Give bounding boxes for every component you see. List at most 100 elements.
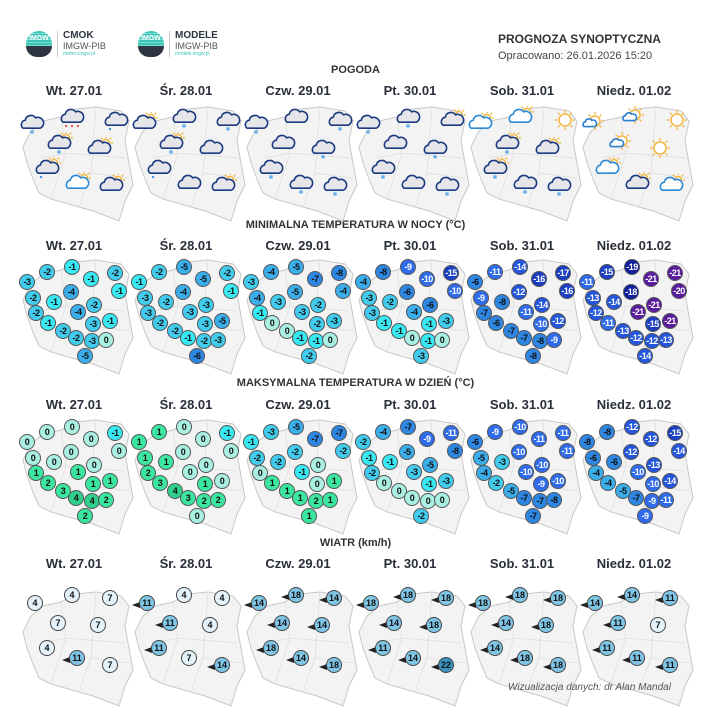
tmax-station: -15 bbox=[667, 425, 683, 441]
tmax-station: -5 bbox=[422, 457, 438, 473]
tmin-station: -2 bbox=[382, 294, 398, 310]
tmax-station: -2 bbox=[355, 434, 371, 450]
tmin-station: -11 bbox=[518, 304, 534, 320]
tmax-station: -9 bbox=[637, 508, 653, 524]
svg-text:✱: ✱ bbox=[380, 174, 385, 181]
logo-url[interactable]: meteo.imgw.pl bbox=[63, 51, 95, 57]
wind-station: 4 bbox=[27, 595, 43, 611]
tmax-station: -10 bbox=[518, 464, 534, 480]
tmin-station: -9 bbox=[400, 259, 416, 275]
day-label: Wt. 27.01 bbox=[45, 397, 103, 412]
wind-station: 18 bbox=[326, 657, 342, 673]
tmin-station: -4 bbox=[355, 274, 371, 290]
tmin-station: -14 bbox=[606, 294, 622, 310]
svg-text:✱: ✱ bbox=[225, 126, 230, 133]
tmin-station: -3 bbox=[140, 305, 156, 321]
tmin-station: -4 bbox=[335, 283, 351, 299]
overcast-snow-icon: ✱ bbox=[259, 157, 285, 181]
tmin-station: -15 bbox=[645, 316, 661, 332]
sun-icon bbox=[552, 109, 578, 131]
tmin-station: -1 bbox=[102, 313, 118, 329]
tmax-station: -11 bbox=[559, 443, 575, 459]
wind-station: 18 bbox=[550, 657, 566, 673]
tmin-station: -5 bbox=[287, 284, 303, 300]
svg-text:✱: ✱ bbox=[444, 191, 449, 198]
tmin-station: 0 bbox=[434, 332, 450, 348]
tmax-station: -11 bbox=[658, 492, 674, 508]
tmin-station: -1 bbox=[292, 330, 308, 346]
tmin-station: -16 bbox=[531, 271, 547, 287]
wind-station: 14 bbox=[251, 595, 267, 611]
day-label: Niedz. 01.02 bbox=[596, 83, 672, 98]
tmax-station: 0 bbox=[25, 450, 41, 466]
tmin-station: -10 bbox=[419, 271, 435, 287]
tmax-station: -12 bbox=[643, 431, 659, 447]
tmax-station: -3 bbox=[438, 473, 454, 489]
tmin-station: -1 bbox=[180, 330, 196, 346]
logo-cmok[interactable]: IMGW CMOK IMGW-PIB meteo.imgw.pl bbox=[26, 30, 106, 58]
tmax-station: -6 bbox=[606, 454, 622, 470]
overcast-icon bbox=[383, 132, 409, 154]
day-label: Sob. 31.01 bbox=[489, 397, 555, 412]
tmax-station: -1 bbox=[421, 476, 437, 492]
poland-outline bbox=[134, 106, 246, 222]
cloud-sun-icon bbox=[132, 110, 159, 134]
tmin-station: 0 bbox=[264, 315, 280, 331]
tmin-station: -2 bbox=[158, 294, 174, 310]
wind-direction-arrow-icon bbox=[419, 624, 427, 630]
wind-direction-arrow-icon bbox=[319, 597, 327, 603]
tmax-station: 0 bbox=[434, 492, 450, 508]
wind-station: 18 bbox=[550, 590, 566, 606]
overcast-snow-icon: ✱ bbox=[323, 174, 349, 198]
svg-text:✱: ✱ bbox=[268, 174, 273, 181]
tmax-station: 0 bbox=[64, 419, 80, 435]
tmax-station: -2 bbox=[270, 454, 286, 470]
wind-direction-arrow-icon bbox=[622, 657, 630, 663]
wind-direction-arrow-icon bbox=[543, 597, 551, 603]
tmax-station: -1 bbox=[361, 450, 377, 466]
tmin-station: -1 bbox=[421, 316, 437, 332]
tmin-station: -9 bbox=[473, 290, 489, 306]
tmax-station: -7 bbox=[628, 490, 644, 506]
tmin-station: -8 bbox=[375, 264, 391, 280]
svg-text:✱: ✱ bbox=[337, 126, 342, 133]
tmax-station: -1 bbox=[219, 425, 235, 441]
wind-map: 11 4 4 11 4 11 7 14 bbox=[130, 587, 246, 707]
wind-station: 7 bbox=[90, 617, 106, 633]
tmin-station: -21 bbox=[667, 265, 683, 281]
tmin-station: 0 bbox=[98, 332, 114, 348]
page-title: PROGNOZA SYNOPTYCZNA bbox=[498, 32, 661, 46]
day-label: Wt. 27.01 bbox=[45, 83, 103, 98]
weather-map: ✱ ✱ ✱ ✱ ✱ ✱ bbox=[242, 105, 358, 222]
tmin-station: -1 bbox=[223, 283, 239, 299]
logo-title: CMOK bbox=[63, 30, 94, 41]
tmin-station: -12 bbox=[588, 305, 604, 321]
logo-url[interactable]: modele.imgw.pl bbox=[175, 51, 210, 57]
tmax-station: -5 bbox=[399, 444, 415, 460]
wind-station: 11 bbox=[375, 640, 391, 656]
logo-title: MODELE bbox=[175, 30, 218, 41]
imgw-logo-icon: IMGW bbox=[26, 31, 52, 57]
svg-text:✱: ✱ bbox=[405, 123, 410, 130]
tmax-station: 3 bbox=[152, 475, 168, 491]
day-label: Niedz. 01.02 bbox=[596, 556, 672, 571]
overcast-snow-icon: ✱ bbox=[547, 174, 573, 198]
wind-station: 4 bbox=[39, 640, 55, 656]
tmin-station: -2 bbox=[107, 265, 123, 281]
day-label: Sob. 31.01 bbox=[489, 238, 555, 253]
poland-outline bbox=[22, 106, 134, 222]
day-label: Śr. 28.01 bbox=[159, 83, 213, 98]
wind-direction-arrow-icon bbox=[655, 597, 663, 603]
wind-station: 7 bbox=[50, 615, 66, 631]
tmin-station: -6 bbox=[422, 297, 438, 313]
tmax-station: -5 bbox=[288, 419, 304, 435]
day-label: Sob. 31.01 bbox=[489, 83, 555, 98]
tmax-station: 0 bbox=[63, 444, 79, 460]
wind-direction-arrow-icon bbox=[256, 647, 264, 653]
tmax-station: 1 bbox=[137, 450, 153, 466]
wind-station: 11 bbox=[629, 650, 645, 666]
sun-small-cloud-icon bbox=[620, 106, 646, 128]
tmin-station: -2 bbox=[68, 330, 84, 346]
logo-modele[interactable]: IMGW MODELE IMGW-PIB modele.imgw.pl bbox=[138, 30, 218, 58]
